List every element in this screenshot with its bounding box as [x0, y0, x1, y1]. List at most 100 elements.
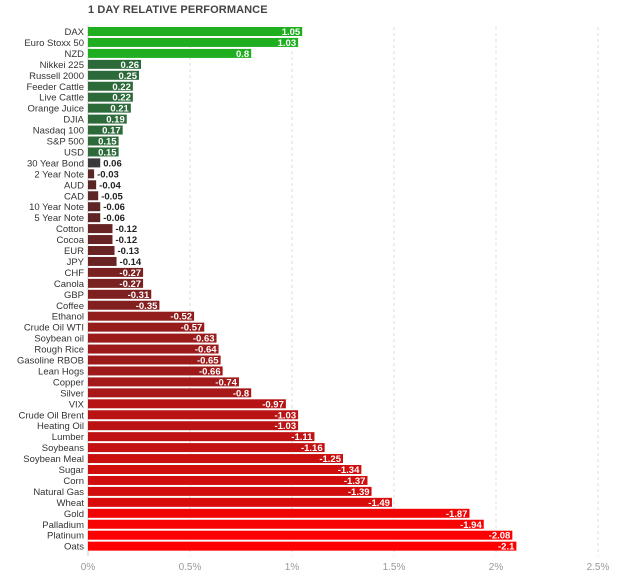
x-tick-label: 0% [81, 562, 96, 573]
bar [88, 443, 325, 453]
value-label: 1.03 [278, 38, 297, 49]
value-label: 0.21 [110, 104, 129, 115]
bar [88, 355, 221, 365]
bar [88, 311, 195, 321]
bar [88, 70, 139, 80]
category-label: 2 Year Note [34, 169, 84, 180]
category-label: Lean Hogs [38, 366, 84, 377]
bar [88, 377, 239, 387]
value-label: -0.63 [193, 334, 215, 345]
category-label: Feeder Cattle [26, 82, 84, 93]
bar [88, 432, 315, 442]
category-label: Soybean Meal [23, 454, 84, 465]
category-label: Crude Oil Brent [19, 410, 85, 421]
chart-title: 1 DAY RELATIVE PERFORMANCE [88, 4, 268, 16]
value-label: -0.04 [99, 180, 121, 191]
category-label: S&P 500 [47, 137, 84, 148]
bar [88, 454, 343, 464]
category-label: Oats [64, 542, 84, 553]
value-label: -1.49 [368, 498, 390, 509]
value-label: 0.22 [112, 93, 131, 104]
category-label: Nikkei 225 [40, 60, 84, 71]
x-tick-label: 1% [285, 562, 300, 573]
bar [88, 399, 286, 409]
bar [88, 202, 101, 212]
value-label: -0.27 [119, 268, 141, 279]
bar [88, 136, 119, 146]
bar [88, 37, 299, 47]
category-label: JPY [67, 257, 85, 268]
value-label: -0.03 [97, 169, 119, 180]
value-label: -1.03 [274, 421, 296, 432]
category-label: DAX [64, 27, 84, 38]
value-label: -0.8 [233, 388, 249, 399]
value-label: -0.65 [197, 356, 219, 367]
value-label: 0.15 [98, 147, 117, 158]
x-tick-label: 2.5% [587, 562, 610, 573]
bar [88, 508, 470, 518]
value-label: -1.37 [344, 476, 366, 487]
category-label: Rough Rice [34, 345, 84, 356]
bar [88, 191, 99, 201]
x-tick-label: 1.5% [383, 562, 406, 573]
bar [88, 267, 144, 277]
value-label: -0.12 [115, 224, 137, 235]
value-label: 0.19 [106, 115, 125, 126]
category-label: Copper [53, 377, 84, 388]
value-label: -0.13 [118, 246, 140, 257]
category-label: GBP [64, 290, 84, 301]
value-label: -0.64 [195, 345, 217, 356]
value-label: -0.12 [115, 235, 137, 246]
category-label: DJIA [63, 115, 84, 126]
value-label: -0.06 [103, 202, 125, 213]
value-label: -0.74 [215, 377, 237, 388]
bar [88, 235, 113, 245]
category-label: CHF [64, 268, 84, 279]
value-label: -0.06 [103, 213, 125, 224]
bar [88, 256, 117, 266]
category-label: VIX [69, 399, 85, 410]
category-label: Cocoa [57, 235, 85, 246]
value-label: 0.25 [119, 71, 138, 82]
category-label: Euro Stoxx 50 [24, 38, 84, 49]
category-label: Ethanol [52, 312, 84, 323]
bar [88, 486, 372, 496]
bar [88, 530, 513, 540]
value-label: -0.66 [199, 366, 221, 377]
value-label: -0.57 [181, 323, 203, 334]
category-label: Canola [54, 279, 85, 290]
value-label: -0.52 [170, 312, 192, 323]
bar [88, 81, 133, 91]
bar [88, 475, 368, 485]
bar [88, 421, 299, 431]
category-label: 5 Year Note [34, 213, 84, 224]
category-label: Platinum [47, 531, 84, 542]
bar [88, 103, 131, 113]
category-label: AUD [64, 180, 84, 191]
category-label: 30 Year Bond [27, 158, 84, 169]
value-label: -1.25 [319, 454, 341, 465]
bar [88, 125, 123, 135]
value-label: 1.05 [282, 27, 301, 38]
category-label: Crude Oil WTI [24, 323, 84, 334]
value-label: -0.27 [119, 279, 141, 290]
category-label: Natural Gas [33, 487, 84, 498]
value-label: 0.15 [98, 137, 117, 148]
value-label: -0.05 [101, 191, 123, 202]
bar [88, 224, 113, 234]
category-label: Cotton [56, 224, 84, 235]
bar [88, 519, 484, 529]
value-label: -1.16 [301, 443, 323, 454]
bar [88, 169, 95, 179]
bar [88, 158, 101, 168]
value-label: -0.14 [120, 257, 142, 268]
category-label: Lumber [52, 432, 84, 443]
bar [88, 322, 205, 332]
bar [88, 114, 127, 124]
value-label: -2.08 [489, 531, 511, 542]
bar [88, 147, 119, 157]
bar [88, 465, 362, 474]
category-label: Orange Juice [27, 104, 84, 115]
